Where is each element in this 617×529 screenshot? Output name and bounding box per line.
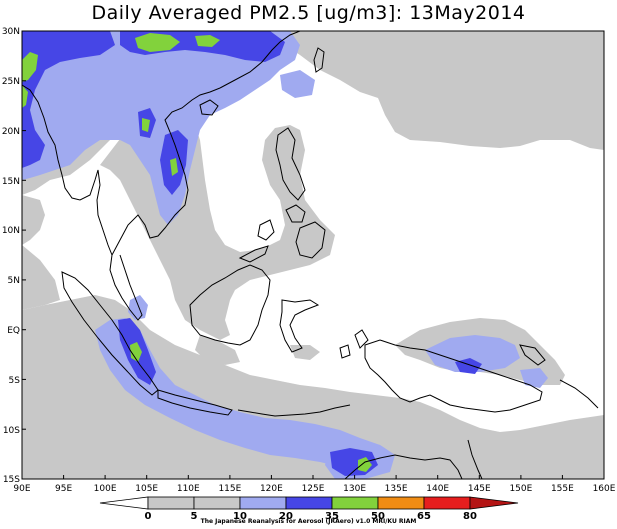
- colorbar-tick: 65: [417, 511, 431, 522]
- colorbar-tick: 80: [463, 511, 477, 522]
- colorbar-tick: 20: [279, 511, 293, 522]
- colorbar-segment: [193, 496, 241, 510]
- lon-label: 150E: [509, 484, 532, 494]
- lon-label: 155E: [551, 484, 574, 494]
- lat-label: 15N: [2, 177, 20, 187]
- colorbar-tick: 35: [325, 511, 339, 522]
- pm25-shading: [22, 31, 604, 479]
- lon-label: 125E: [302, 484, 325, 494]
- lat-label: 5S: [9, 376, 21, 386]
- lat-label: 30N: [2, 27, 20, 37]
- colorbar-segment: [285, 496, 333, 510]
- colorbar-segment: [99, 496, 149, 510]
- pm25-level-10-20: [22, 31, 548, 479]
- colorbar-tick: 5: [191, 511, 198, 522]
- lon-label: 135E: [385, 484, 408, 494]
- lon-label: 95E: [55, 484, 72, 494]
- lat-label: EQ: [7, 326, 20, 336]
- colorbar: 0 5 10 20 35 50 65 80: [99, 496, 519, 522]
- map-title: Daily Averaged PM2.5 [ug/m3]: 13May2014: [91, 2, 526, 24]
- lon-label: 110E: [177, 484, 200, 494]
- lon-label: 130E: [343, 484, 366, 494]
- lat-label: 25N: [2, 77, 20, 87]
- colorbar-segment: [377, 496, 425, 510]
- colorbar-tick: 0: [145, 511, 152, 522]
- lat-label: 10S: [3, 426, 20, 436]
- lat-label: 5N: [8, 276, 20, 286]
- lon-label: 105E: [135, 484, 158, 494]
- lat-label: 20N: [2, 127, 20, 137]
- lon-label: 140E: [426, 484, 449, 494]
- colorbar-segment: [423, 496, 471, 510]
- lon-label: 90E: [13, 484, 30, 494]
- coastlines: [22, 31, 599, 479]
- lat-label: 10N: [2, 226, 20, 236]
- lon-label: 100E: [94, 484, 117, 494]
- colorbar-tick: 50: [371, 511, 385, 522]
- lat-label: 15S: [3, 475, 20, 485]
- lon-label: 145E: [468, 484, 491, 494]
- lon-axis: 90E 95E 100E 105E 110E 115E 120E 125E 13…: [13, 475, 616, 494]
- colorbar-segment: [331, 496, 379, 510]
- lon-label: 120E: [260, 484, 283, 494]
- lat-axis: 30N 25N 20N 15N 10N 5N EQ 5S 10S 15S: [2, 27, 26, 485]
- colorbar-segment: [469, 496, 519, 510]
- credit-line: The Japanese Reanalysis for Aerosol (JRA…: [200, 518, 417, 525]
- lon-label: 160E: [593, 484, 616, 494]
- colorbar-segment: [239, 496, 287, 510]
- colorbar-segment: [147, 496, 195, 510]
- colorbar-tick: 10: [233, 511, 247, 522]
- lon-label: 115E: [218, 484, 241, 494]
